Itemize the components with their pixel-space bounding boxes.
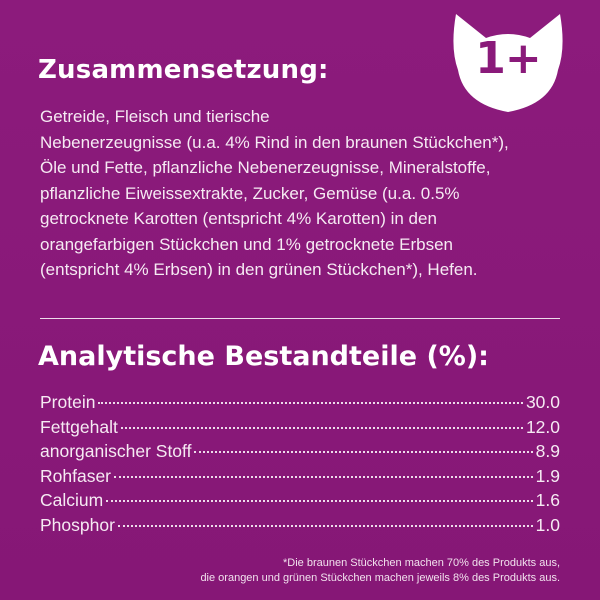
footnote: *Die braunen Stückchen machen 70% des Pr… [40, 556, 560, 586]
analysis-row-fettgehalt: Fettgehalt 12.0 [40, 417, 560, 442]
dot-leader [106, 500, 533, 502]
analysis-row-label: anorganischer Stoff [40, 441, 192, 461]
analysis-row-protein: Protein 30.0 [40, 392, 560, 417]
composition-line: Getreide, Fleisch und tierische [40, 107, 270, 126]
cat-head-icon [453, 14, 563, 112]
composition-title: Zusammensetzung: [38, 55, 329, 85]
dot-leader [194, 451, 533, 453]
analysis-row-value: 1.0 [535, 514, 560, 535]
analysis-title: Analytische Bestandteile (%): [38, 341, 489, 372]
analysis-row-rohfaser: Rohfaser 1.9 [40, 466, 560, 491]
composition-line: pflanzliche Eiweissextrakte, Zucker, Gem… [40, 183, 460, 203]
composition-line: Nebenerzeugnisse (u.a. 4% Rind in den br… [40, 132, 509, 152]
section-divider [40, 318, 560, 319]
analysis-row-label: Rohfaser [40, 465, 112, 486]
analysis-row-phosphor: Phosphor 1.0 [40, 515, 560, 540]
footnote-line: die orangen und grünen Stückchen machen … [200, 572, 560, 584]
analysis-row-value: 1.6 [535, 490, 560, 510]
analysis-table: Protein 30.0 Fettgehalt 12.0 anorganisch… [40, 392, 560, 539]
composition-line: (entspricht 4% Erbsen) in den grünen Stü… [40, 260, 478, 279]
analysis-row-label: Phosphor [40, 514, 115, 535]
age-badge-label: 1+ [475, 33, 541, 84]
composition-line: getrocknete Karotten (entspricht 4% Karo… [40, 209, 437, 228]
analysis-row-value: 30.0 [525, 392, 560, 412]
dot-leader [98, 402, 523, 404]
analysis-row-label: Protein [40, 392, 96, 412]
dot-leader [120, 426, 523, 429]
analysis-row-label: Fettgehalt [40, 416, 118, 437]
analysis-row-label: Calcium [40, 490, 104, 510]
analysis-row-value: 8.9 [535, 441, 560, 461]
dot-leader [117, 524, 533, 527]
composition-text: Getreide, Fleisch und tierische Nebenerz… [40, 104, 560, 283]
analysis-row-value: 12.0 [525, 416, 560, 437]
composition-line: orangefarbigen Stückchen und 1% getrockn… [40, 234, 453, 254]
analysis-row-anorganischer-stoff: anorganischer Stoff 8.9 [40, 441, 560, 466]
age-badge: 1+ [446, 8, 570, 118]
composition-line: Öle und Fette, pflanzliche Nebenerzeugni… [40, 158, 491, 177]
analysis-row-value: 1.9 [535, 465, 560, 486]
footnote-line: *Die braunen Stückchen machen 70% des Pr… [283, 557, 560, 569]
analysis-row-calcium: Calcium 1.6 [40, 490, 560, 515]
dot-leader [114, 475, 533, 478]
